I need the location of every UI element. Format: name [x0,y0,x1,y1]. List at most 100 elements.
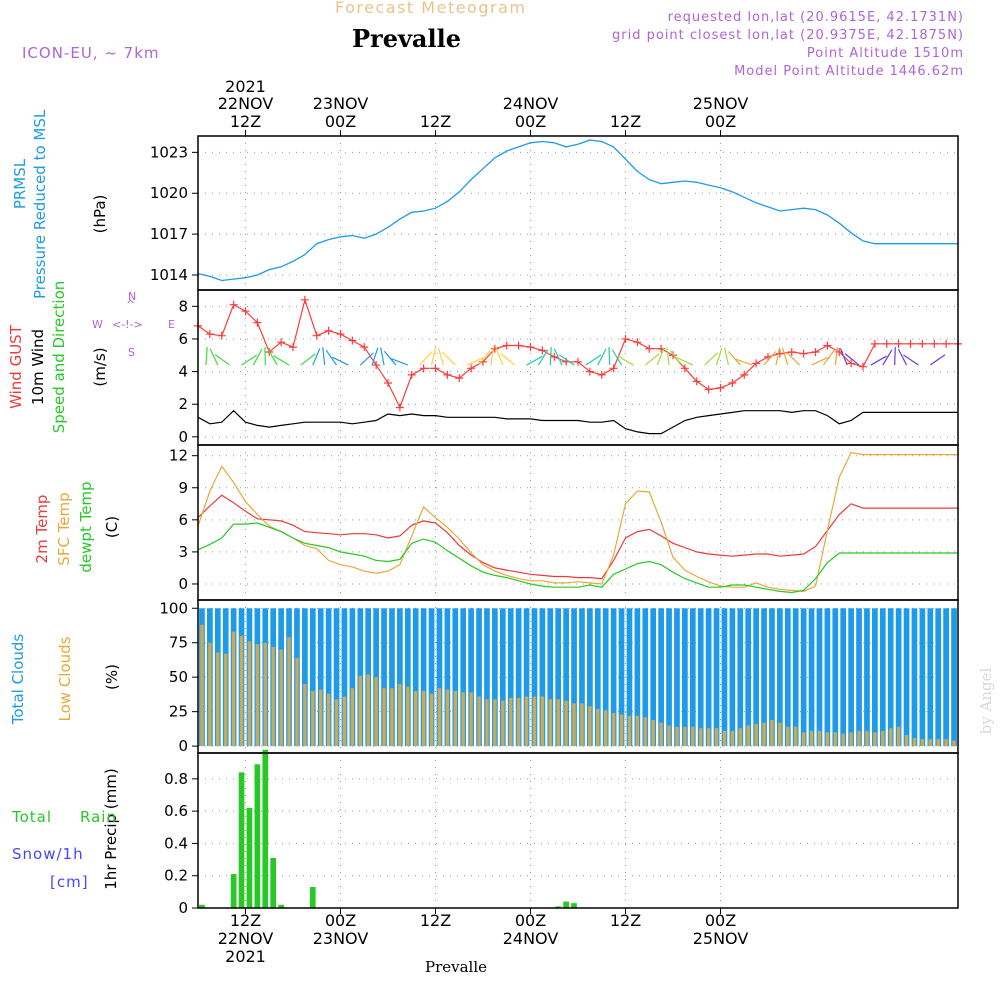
gust-marker [942,339,951,348]
gust-marker [431,364,440,373]
total-cloud-bar [476,608,482,747]
low-cloud-bar [231,631,236,747]
bottom-axis-hour: 00Z [325,911,356,930]
low-cloud-bar [239,635,244,747]
gust-marker [633,338,642,347]
top-axis-year: 2021 [225,77,266,96]
total-cloud-bar [444,608,451,747]
top-axis-hour: 00Z [515,112,546,131]
low-cloud-bar [350,688,355,747]
total-cloud-bar [523,608,530,747]
low-cloud-bar [888,728,893,747]
wind-arrow [371,347,379,366]
wind-arrow [300,353,316,366]
wind-arrow [775,347,781,366]
gust-marker [229,300,238,309]
pressure-line [197,139,958,282]
low-cloud-bar [706,728,711,747]
gust-marker [645,344,654,353]
gust-marker [372,361,381,370]
total-cloud-bar [555,608,562,747]
y-tick-label: 8 [178,297,188,315]
wind-arrow [644,353,660,366]
total-cloud-bar [381,608,387,747]
low-cloud-bar [398,684,402,747]
total-cloud-bar [507,608,514,747]
top-axis-date: 24NOV [503,94,559,113]
y-tick-label: 75 [169,634,188,652]
wind-arrow [656,348,665,366]
gust-marker [787,348,796,356]
low-cloud-bar [849,732,853,747]
y-tick-label: 0 [178,899,188,917]
low-cloud-bar [928,739,933,747]
gust-marker [752,359,761,368]
y-tick-label: 50 [169,668,188,686]
total-cloud-bar [436,608,443,747]
gust-marker [680,364,689,373]
wind-arrow [437,347,444,366]
total-cloud-bar [689,608,696,747]
total-cloud-bar [618,608,625,747]
wind-arrow [490,347,495,366]
gust-marker [253,318,262,327]
wind-arrow [526,355,543,366]
low-cloud-bar [532,696,537,747]
requested-coords: requested lon,lat (20.9615E, 42.1731N) [667,10,964,25]
total-cloud-bar [729,608,736,747]
gust-marker [811,348,820,356]
low-cloud-bar [722,730,727,747]
total-cloud-bar [404,608,411,747]
low-cloud-bar [611,713,616,747]
wind-arrow [322,347,326,366]
wind-arrow [897,348,908,366]
total-cloud-bar [420,608,427,747]
wind-arrow [735,358,753,366]
low-cloud-bar [904,735,909,747]
top-axis-date: 23NOV [313,94,369,113]
low-cloud-bar [390,688,394,747]
bottom-axis-date: 23NOV [313,929,369,948]
gust-marker [882,339,891,348]
gust-marker [704,385,713,394]
total-cloud-bar [642,608,649,747]
low-cloud-bar [659,722,663,747]
low-cloud-bar [793,726,798,747]
y-tick-label: 2 [178,395,188,413]
compass-e: E [168,318,175,331]
low-cloud-bar [493,699,497,747]
total-cloud-bar [864,608,870,747]
top-axis-date: 22NOV [218,94,274,113]
total-cloud-bar [412,608,419,747]
low-cloud-bar [477,696,481,747]
gust-marker [300,295,309,304]
low-cloud-bar [540,696,545,747]
total-cloud-bar [753,608,759,747]
low-cloud-bar [683,726,687,747]
gust-marker [490,344,499,353]
gust-marker [728,379,737,387]
total-cloud-bar [302,608,308,747]
total-cloud-bar [658,608,664,747]
total-cloud-bar [674,608,680,747]
gust-marker [455,374,464,383]
low-cloud-bar [508,697,513,747]
y-tick-label: 12 [169,447,188,465]
low-cloud-bar [247,641,252,747]
wind-arrow [715,347,723,366]
wind-arrow [325,349,338,366]
low-cloud-bar [770,719,774,747]
total-cloud-bar [879,608,886,747]
gust-marker [514,341,523,350]
top-axis-hour: 12Z [420,112,451,131]
low-cloud-bar [730,730,735,747]
top-axis-date: 25NOV [693,94,749,113]
y-tick-label: 0 [178,575,188,593]
low-cloud-bar [445,689,450,747]
y-tick-label: 0 [178,428,188,446]
low-cloud-bar [754,724,758,747]
wind-arrow [585,354,602,366]
gust-marker [609,364,618,373]
gust-marker [906,339,915,348]
low-cloud-bar [588,706,592,747]
